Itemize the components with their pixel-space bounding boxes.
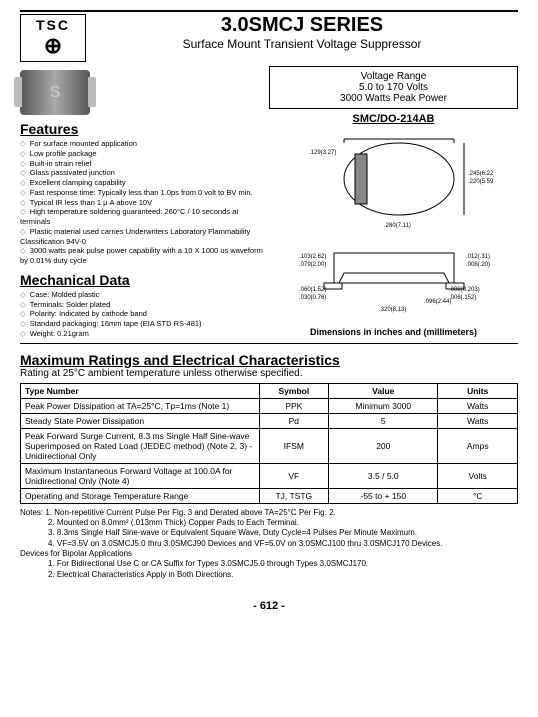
table-cell: °C xyxy=(438,488,518,503)
dim-label: .220(5.59) xyxy=(468,179,494,185)
dim-label: .030(0.76) xyxy=(299,295,326,301)
table-cell: PPK xyxy=(259,398,329,413)
dim-label: .320(8.13) xyxy=(379,307,406,313)
table-cell: Peak Forward Surge Current, 8.3 ms Singl… xyxy=(21,428,260,463)
subtitle: Surface Mount Transient Voltage Suppress… xyxy=(86,37,518,51)
dim-caption: Dimensions in inches and (millimeters) xyxy=(269,327,518,337)
table-row: Maximum Instantaneous Forward Voltage at… xyxy=(21,463,518,488)
dim-label: .129(3.27) xyxy=(309,150,336,156)
table-header-row: Type Number Symbol Value Units xyxy=(21,383,518,398)
page-number: - 612 - xyxy=(20,600,518,612)
table-header: Value xyxy=(329,383,438,398)
logo-symbol: ⊕ xyxy=(23,33,83,59)
bipolar-item: 2. Electrical Characteristics Apply in B… xyxy=(20,570,518,580)
mechdata-title: Mechanical Data xyxy=(20,272,269,288)
dim-label: .012(.31) xyxy=(466,254,490,260)
feature-item: Built-in strain relief xyxy=(20,159,269,169)
mechdata-item: Standard packaging: 16mm tape (EIA STD R… xyxy=(20,319,269,329)
feature-item: 3000 watts peak pulse power capability w… xyxy=(20,246,269,266)
table-cell: Minimum 3000 xyxy=(329,398,438,413)
dim-label: .008(0.203) xyxy=(449,287,480,293)
table-cell: Watts xyxy=(438,413,518,428)
ratings-title: Maximum Ratings and Electrical Character… xyxy=(20,352,518,368)
table-cell: VF xyxy=(259,463,329,488)
voltage-line: Voltage Range xyxy=(274,71,513,82)
feature-item: High temperature soldering guaranteed: 2… xyxy=(20,207,269,227)
table-cell: 200 xyxy=(329,428,438,463)
table-cell: 3.5 / 5.0 xyxy=(329,463,438,488)
table-cell: Steady State Power Dissipation xyxy=(21,413,260,428)
table-row: Steady State Power DissipationPd5Watts xyxy=(21,413,518,428)
feature-item: Glass passivated junction xyxy=(20,168,269,178)
dim-label: .245(6.22) xyxy=(468,171,494,177)
logo-text: TSC xyxy=(23,17,83,33)
dim-label: .079(2.00) xyxy=(299,262,326,268)
table-header: Type Number xyxy=(21,383,260,398)
features-title: Features xyxy=(20,121,269,137)
features-list: For surface mounted application Low prof… xyxy=(20,139,269,266)
feature-item: Excellent clamping capability xyxy=(20,178,269,188)
mechdata-item: Weight: 0.21gram xyxy=(20,329,269,339)
feature-item: Typical IR less than 1 μ A above 10V xyxy=(20,198,269,208)
bipolar-label: Devices for Bipolar Applications xyxy=(20,549,518,559)
feature-item: Plastic material used carries Underwrite… xyxy=(20,227,269,247)
mechdata-list: Case: Molded plastic Terminals: Solder p… xyxy=(20,290,269,339)
package-side-diagram: .103(2.62) .079(2.00) .060(1.52) .030(0.… xyxy=(294,233,494,323)
table-cell: -55 to + 150 xyxy=(329,488,438,503)
feature-item: For surface mounted application xyxy=(20,139,269,149)
logo: TSC ⊕ xyxy=(20,14,86,62)
mechdata-item: Terminals: Solder plated xyxy=(20,300,269,310)
chip-image: S xyxy=(20,70,90,115)
note-item: 4. VF=3.5V on 3.0SMCJ5.0 thru 3.0SMCJ90 … xyxy=(20,539,518,549)
table-cell: Pd xyxy=(259,413,329,428)
ratings-table: Type Number Symbol Value Units Peak Powe… xyxy=(20,383,518,504)
voltage-box: Voltage Range 5.0 to 170 Volts 3000 Watt… xyxy=(269,66,518,109)
table-cell: 5 xyxy=(329,413,438,428)
table-cell: Maximum Instantaneous Forward Voltage at… xyxy=(21,463,260,488)
note-item: 2. Mounted on 8.0mm² (.013mm Thick) Copp… xyxy=(20,518,518,528)
notes-block: Notes: 1. Non-repetitive Current Pulse P… xyxy=(20,508,518,581)
note-item: 3. 8.3ms Single Half Sine-wave or Equiva… xyxy=(20,528,518,538)
table-cell: Watts xyxy=(438,398,518,413)
voltage-line: 3000 Watts Peak Power xyxy=(274,93,513,104)
feature-item: Fast response time: Typically less than … xyxy=(20,188,269,198)
voltage-line: 5.0 to 170 Volts xyxy=(274,82,513,93)
table-cell: Volts xyxy=(438,463,518,488)
dim-label: .008(.20) xyxy=(466,262,490,268)
table-cell: Operating and Storage Temperature Range xyxy=(21,488,260,503)
bipolar-item: 1. For Bidirectional Use C or CA Suffix … xyxy=(20,559,518,569)
table-row: Peak Forward Surge Current, 8.3 ms Singl… xyxy=(21,428,518,463)
mechdata-item: Polarity: Indicated by cathode band xyxy=(20,309,269,319)
package-top-diagram: .129(3.27) .245(6.22) .220(5.59) .280(7.… xyxy=(294,129,494,229)
table-header: Units xyxy=(438,383,518,398)
table-row: Operating and Storage Temperature RangeT… xyxy=(21,488,518,503)
package-label: SMC/DO-214AB xyxy=(269,113,518,125)
table-cell: Peak Power Dissipation at TA=25°C, Tp=1m… xyxy=(21,398,260,413)
dim-label: .060(1.52) xyxy=(299,287,326,293)
table-header: Symbol xyxy=(259,383,329,398)
series-title: 3.0SMCJ SERIES xyxy=(86,14,518,37)
table-cell: TJ, TSTG xyxy=(259,488,329,503)
table-cell: Amps xyxy=(438,428,518,463)
dim-label: .103(2.62) xyxy=(299,254,326,260)
feature-item: Low profile package xyxy=(20,149,269,159)
table-cell: IFSM xyxy=(259,428,329,463)
notes-label: Notes: xyxy=(20,508,43,517)
ratings-sub: Rating at 25°C ambient temperature unles… xyxy=(20,368,518,379)
dim-label: .280(7.11) xyxy=(384,223,411,229)
dim-label: .006(.152) xyxy=(449,295,476,301)
mechdata-item: Case: Molded plastic xyxy=(20,290,269,300)
dim-label: .096(2.44) xyxy=(424,299,451,305)
table-row: Peak Power Dissipation at TA=25°C, Tp=1m… xyxy=(21,398,518,413)
note-item: 1. Non-repetitive Current Pulse Per Fig.… xyxy=(45,508,335,517)
